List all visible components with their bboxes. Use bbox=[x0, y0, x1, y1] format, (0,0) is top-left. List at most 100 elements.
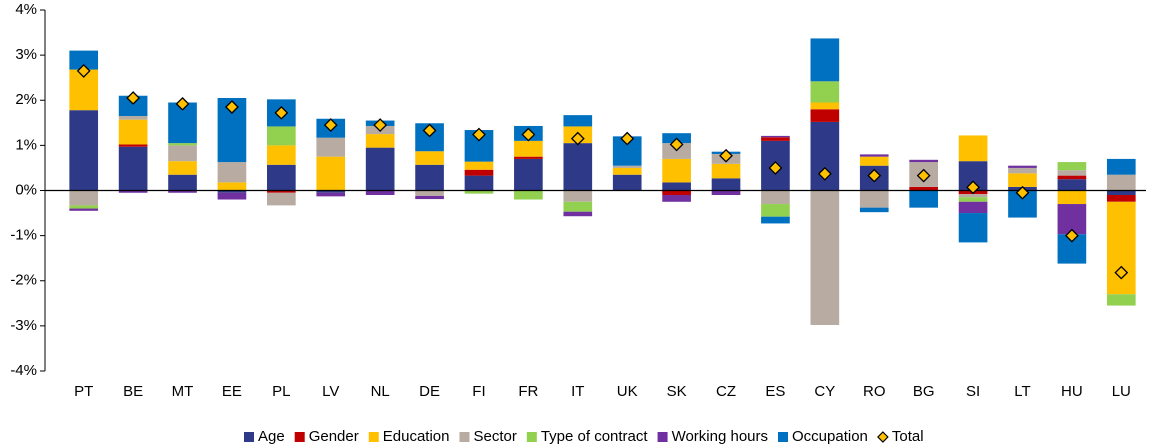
bar-segment bbox=[168, 145, 197, 162]
y-tick-label: -4% bbox=[10, 362, 37, 379]
bar-segment bbox=[1057, 175, 1087, 180]
bar-segment bbox=[1008, 167, 1037, 174]
legend-label: Education bbox=[383, 428, 450, 445]
bar-segment bbox=[810, 109, 840, 122]
x-tick-label: CY bbox=[814, 383, 835, 400]
bar-segment bbox=[563, 211, 593, 217]
bar-segment bbox=[1106, 190, 1136, 196]
bar-segment bbox=[118, 146, 148, 191]
total-marker bbox=[472, 127, 486, 142]
bar-segment bbox=[909, 186, 938, 191]
x-tick-label: FR bbox=[518, 383, 538, 400]
y-tick-label: 2% bbox=[15, 91, 37, 108]
bar-segment bbox=[662, 182, 691, 191]
bar-segment bbox=[1106, 195, 1136, 202]
total-marker bbox=[620, 131, 635, 146]
legend-label: Working hours bbox=[672, 428, 768, 445]
bar-segment bbox=[1008, 173, 1037, 187]
x-tick-label: HU bbox=[1061, 383, 1083, 400]
bar-segment bbox=[810, 81, 840, 103]
bar-segment bbox=[415, 195, 444, 200]
total-marker bbox=[768, 161, 783, 175]
bar-segment bbox=[316, 192, 346, 197]
bar-segment bbox=[118, 190, 148, 193]
y-tick-label: 3% bbox=[15, 46, 37, 63]
bar-segment bbox=[365, 190, 395, 196]
bar-segment bbox=[464, 175, 494, 191]
y-tick-label: -1% bbox=[10, 227, 37, 244]
bar-segment bbox=[662, 195, 691, 202]
bar-segment bbox=[761, 137, 790, 141]
bar-segment bbox=[711, 190, 741, 196]
bar-segment bbox=[415, 151, 444, 165]
bar-segment bbox=[69, 205, 99, 209]
x-tick-label: NL bbox=[371, 383, 390, 400]
bar-segment bbox=[1106, 294, 1136, 306]
bar-segment bbox=[514, 140, 543, 157]
legend-label: Type of contract bbox=[541, 428, 649, 445]
bar-segment bbox=[612, 165, 642, 168]
bar-segment bbox=[761, 135, 790, 138]
bar-segment bbox=[612, 174, 642, 191]
bar-segment bbox=[761, 216, 790, 224]
x-tick-label: BE bbox=[123, 383, 143, 400]
bar-segment bbox=[1057, 170, 1087, 176]
legend-swatch bbox=[526, 432, 537, 442]
x-tick-label: LT bbox=[1014, 383, 1030, 400]
total-marker bbox=[867, 168, 882, 183]
y-tick-label: 4% bbox=[15, 1, 37, 18]
bar-segment bbox=[563, 201, 593, 212]
bar-segment bbox=[810, 190, 840, 325]
legend-label: Sector bbox=[473, 428, 516, 445]
bar-segment bbox=[316, 137, 346, 157]
y-tick-label: -3% bbox=[10, 317, 37, 334]
x-tick-label: IT bbox=[571, 383, 584, 400]
bar-segment bbox=[267, 192, 296, 206]
bar-segment bbox=[316, 190, 346, 193]
bar-segment bbox=[859, 154, 889, 157]
bar-segment bbox=[563, 143, 593, 191]
total-marker bbox=[966, 180, 980, 195]
bar-segment bbox=[1057, 162, 1087, 171]
x-tick-label: UK bbox=[617, 383, 638, 400]
bar-segment bbox=[859, 190, 889, 208]
bar-segment bbox=[958, 194, 988, 198]
bar-segment bbox=[168, 174, 197, 191]
bar-segment bbox=[267, 164, 296, 191]
x-tick-label: PL bbox=[272, 383, 290, 400]
bar-segment bbox=[1057, 190, 1087, 205]
total-marker bbox=[274, 105, 289, 120]
total-marker bbox=[719, 148, 733, 163]
legend-swatch bbox=[244, 432, 254, 442]
bar-segment bbox=[464, 161, 494, 170]
bar-segment bbox=[859, 207, 889, 213]
total-marker bbox=[817, 166, 832, 181]
bar-segment bbox=[118, 116, 148, 120]
bar-segment bbox=[217, 182, 247, 191]
bar-segment bbox=[267, 145, 296, 165]
bar-segment bbox=[958, 197, 988, 202]
bar-segment bbox=[168, 161, 197, 175]
bar-segment bbox=[514, 158, 543, 191]
x-tick-label: DE bbox=[419, 383, 440, 400]
x-tick-label: EE bbox=[222, 383, 242, 400]
bar-segment bbox=[563, 190, 593, 202]
bar-segment bbox=[909, 190, 938, 208]
x-tick-label: RO bbox=[863, 383, 886, 400]
total-marker bbox=[373, 118, 388, 132]
total-marker bbox=[570, 131, 585, 146]
bar-segment bbox=[761, 204, 790, 217]
bar-segment bbox=[118, 144, 148, 147]
legend-marker bbox=[877, 431, 889, 443]
bar-segment bbox=[761, 190, 790, 205]
bar-segment bbox=[958, 135, 988, 162]
total-marker bbox=[76, 63, 91, 78]
bar-segment bbox=[909, 159, 938, 163]
total-marker bbox=[225, 100, 239, 114]
legend-swatch bbox=[294, 432, 305, 442]
bar-segment bbox=[1057, 179, 1087, 191]
x-tick-label: BG bbox=[913, 383, 935, 400]
bar-segment bbox=[217, 190, 247, 193]
total-marker bbox=[422, 123, 437, 138]
